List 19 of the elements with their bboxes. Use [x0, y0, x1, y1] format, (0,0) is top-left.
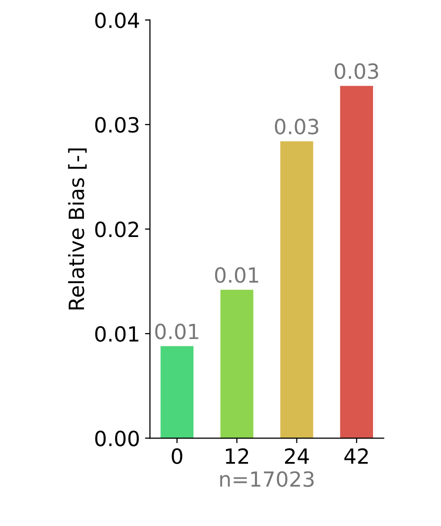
y-tick-label: 0.03 — [95, 116, 139, 133]
x-tick-label: 24 — [285, 448, 309, 464]
bar — [340, 86, 374, 438]
bar — [160, 346, 194, 438]
y-tick-label: 0.02 — [95, 222, 138, 238]
x-tick-label: 12 — [226, 448, 248, 464]
bar — [280, 141, 314, 438]
x-tick-label: 42 — [344, 448, 368, 464]
y-tick-label: 0.04 — [95, 12, 140, 28]
data-label: 0.01 — [215, 267, 258, 283]
x-tick-label: 0 — [172, 448, 182, 464]
y-tick-label: 0.01 — [95, 326, 138, 342]
bar — [220, 290, 254, 438]
x-axis-title: n=17023 — [220, 471, 314, 487]
data-label: 0.03 — [274, 118, 318, 134]
y-tick-label: 0.00 — [95, 430, 139, 446]
y-axis-title: Relative Bias [-] — [68, 148, 87, 310]
data-label: 0.01 — [155, 324, 198, 340]
data-label: 0.03 — [334, 63, 378, 80]
